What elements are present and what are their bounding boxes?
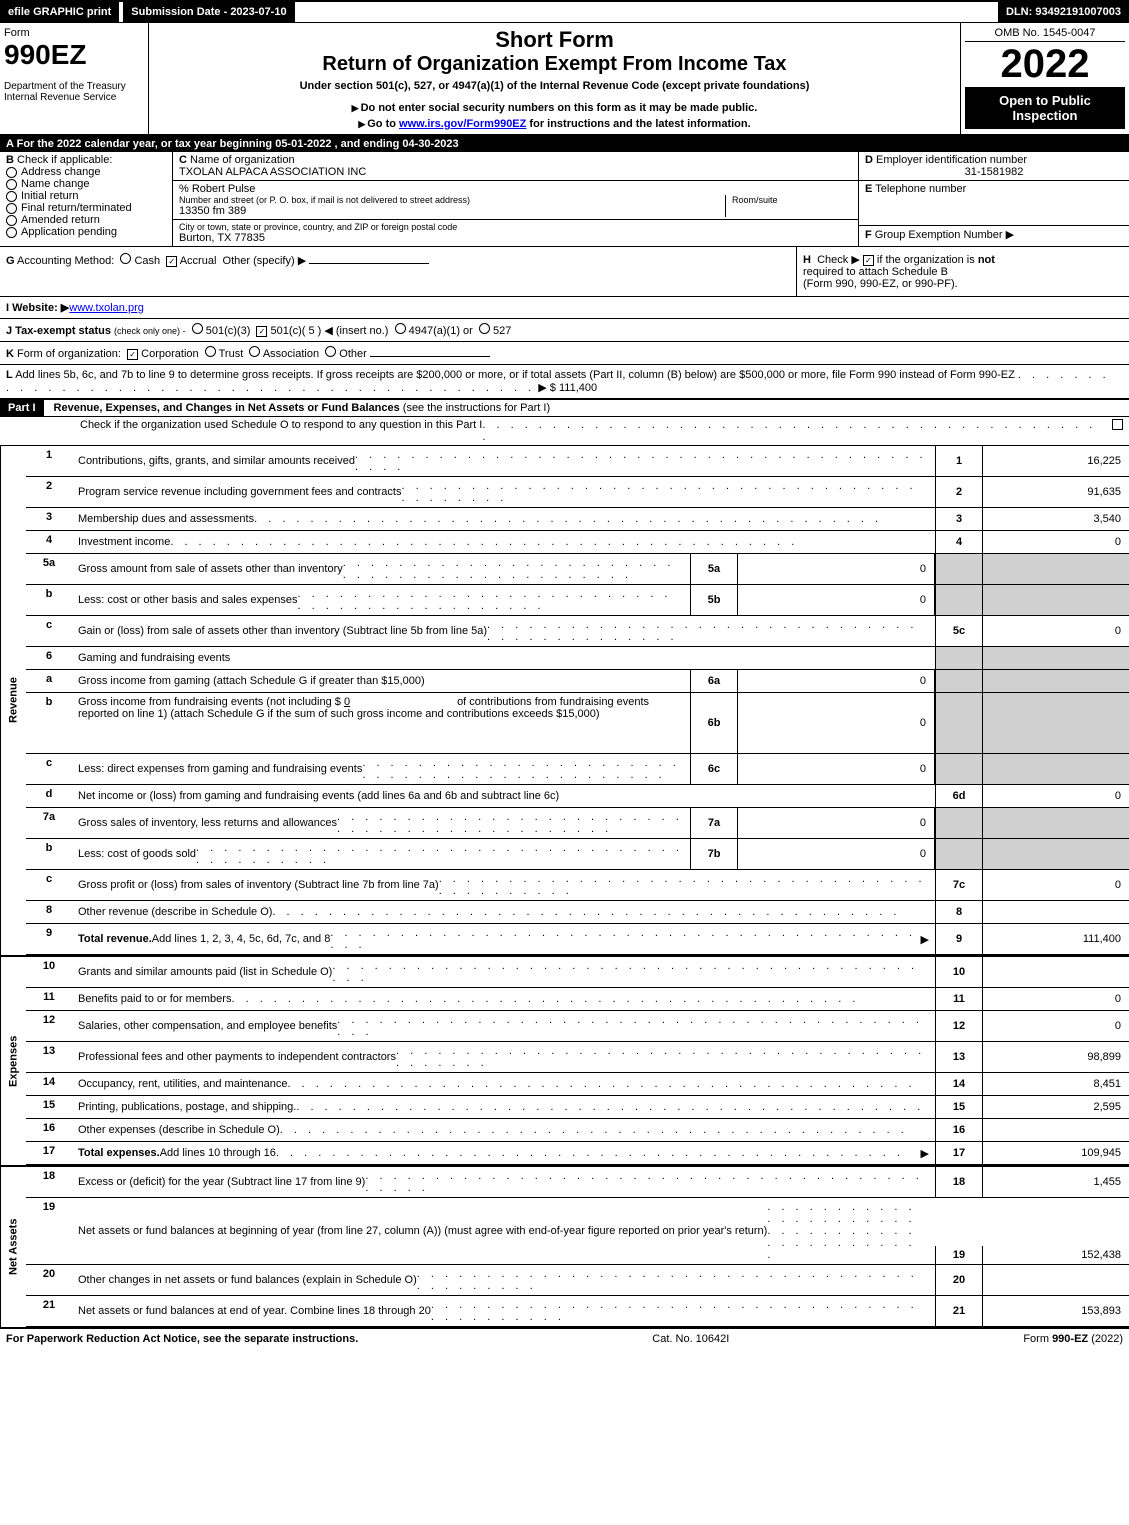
check-pending[interactable]: Application pending [6,226,166,238]
box-c-name-label: Name of organization [190,154,295,166]
box-l-text: Add lines 5b, 6c, and 7b to line 9 to de… [15,369,1015,381]
check-other[interactable] [325,346,336,357]
box-e-label: Telephone number [875,183,966,195]
section-a: A For the 2022 calendar year, or tax yea… [0,136,1129,152]
irs-link[interactable]: www.irs.gov/Form990EZ [399,118,526,130]
check-name[interactable]: Name change [6,178,166,190]
org-name: TXOLAN ALPACA ASSOCIATION INC [179,166,852,178]
return-title: Return of Organization Exempt From Incom… [153,53,956,76]
line-6: 6 Gaming and fundraising events [26,647,1129,670]
check-initial[interactable]: Initial return [6,190,166,202]
line-16: 16 Other expenses (describe in Schedule … [26,1119,1129,1142]
efile-print[interactable]: efile GRAPHIC print [0,2,119,22]
dln: DLN: 93492191007003 [998,2,1129,22]
subtitle: Under section 501(c), 527, or 4947(a)(1)… [153,80,956,92]
side-netassets: Net Assets [0,1167,26,1327]
check-501c3[interactable] [192,323,203,334]
side-revenue: Revenue [0,446,26,955]
website-link[interactable]: www.txolan.prg [69,302,144,314]
side-expenses: Expenses [0,957,26,1165]
check-501c[interactable]: ✓ [256,326,267,337]
gross-receipts: $ 111,400 [550,382,597,394]
check-final[interactable]: Final return/terminated [6,202,166,214]
line-20: 20 Other changes in net assets or fund b… [26,1265,1129,1296]
city-label: City or town, state or province, country… [179,222,852,232]
check-corp[interactable]: ✓ [127,349,138,360]
line-8: 8 Other revenue (describe in Schedule O)… [26,901,1129,924]
arrow-icon: ▶ [1006,229,1014,241]
part1-check-text: Check if the organization used Schedule … [80,419,482,443]
check-schedule-o[interactable] [1112,419,1123,430]
line-6a: a Gross income from gaming (attach Sched… [26,670,1129,693]
line-12: 12 Salaries, other compensation, and emp… [26,1011,1129,1042]
check-amended[interactable]: Amended return [6,214,166,226]
check-527[interactable] [479,323,490,334]
line-21: 21 Net assets or fund balances at end of… [26,1296,1129,1327]
form-word: Form [4,27,144,39]
check-cash[interactable] [120,253,131,264]
omb: OMB No. 1545-0047 [965,27,1125,42]
check-trust[interactable] [205,346,216,357]
line-6d: d Net income or (loss) from gaming and f… [26,785,1129,808]
check-address[interactable]: Address change [6,166,166,178]
line-14: 14 Occupancy, rent, utilities, and maint… [26,1073,1129,1096]
open-to-public: Open to Public Inspection [965,87,1125,129]
top-bar: efile GRAPHIC print Submission Date - 20… [0,0,1129,23]
line-17: 17 Total expenses. Add lines 10 through … [26,1142,1129,1165]
line-15: 15 Printing, publications, postage, and … [26,1096,1129,1119]
line-10: 10 Grants and similar amounts paid (list… [26,957,1129,988]
short-form-title: Short Form [153,27,956,53]
warn2: Go to www.irs.gov/Form990EZ for instruct… [153,118,956,130]
line-13: 13 Professional fees and other payments … [26,1042,1129,1073]
line-3: 3 Membership dues and assessments 3 3,54… [26,508,1129,531]
line-19: 19 Net assets or fund balances at beginn… [26,1198,1129,1265]
line-2: 2 Program service revenue including gove… [26,477,1129,508]
room-label: Room/suite [725,195,852,217]
line-5a: 5a Gross amount from sale of assets othe… [26,554,1129,585]
line-6c: c Less: direct expenses from gaming and … [26,754,1129,785]
check-accrual[interactable]: ✓ [166,256,177,267]
box-f-label: Group Exemption Number [875,229,1003,241]
city: Burton, TX 77835 [179,232,852,244]
tax-year: 2022 [965,42,1125,87]
form-number: 990EZ [4,39,144,71]
box-b-label: Check if applicable: [17,154,112,166]
warn1: Do not enter social security numbers on … [153,102,956,114]
line-9: 9 Total revenue. Add lines 1, 2, 3, 4, 5… [26,924,1129,955]
line-7b: b Less: cost of goods sold 7b 0 [26,839,1129,870]
line-5c: c Gain or (loss) from sale of assets oth… [26,616,1129,647]
box-d-label: Employer identification number [876,154,1027,166]
box-g-label: Accounting Method: [17,255,114,267]
check-schedule-b[interactable]: ✓ [863,255,874,266]
part1-header: Part I Revenue, Expenses, and Changes in… [0,399,1129,417]
street: 13350 fm 389 [179,205,725,217]
line-5b: b Less: cost or other basis and sales ex… [26,585,1129,616]
line-11: 11 Benefits paid to or for members 11 0 [26,988,1129,1011]
line-6b: b Gross income from fundraising events (… [26,693,1129,754]
submission-date: Submission Date - 2023-07-10 [123,2,294,22]
check-4947[interactable] [395,323,406,334]
street-label: Number and street (or P. O. box, if mail… [179,195,725,205]
form-header: Form 990EZ Department of the Treasury In… [0,23,1129,136]
care-of: % Robert Pulse [179,183,852,195]
line-4: 4 Investment income 4 0 [26,531,1129,554]
line-7c: c Gross profit or (loss) from sales of i… [26,870,1129,901]
dept: Department of the Treasury Internal Reve… [4,81,144,103]
check-assoc[interactable] [249,346,260,357]
info-grid: B Check if applicable: Address change Na… [0,152,1129,247]
footer: For Paperwork Reduction Act Notice, see … [0,1327,1129,1349]
line-7a: 7a Gross sales of inventory, less return… [26,808,1129,839]
line-1: 1 Contributions, gifts, grants, and simi… [26,446,1129,477]
ein: 31-1581982 [865,166,1123,178]
line-18: 18 Excess or (deficit) for the year (Sub… [26,1167,1129,1198]
